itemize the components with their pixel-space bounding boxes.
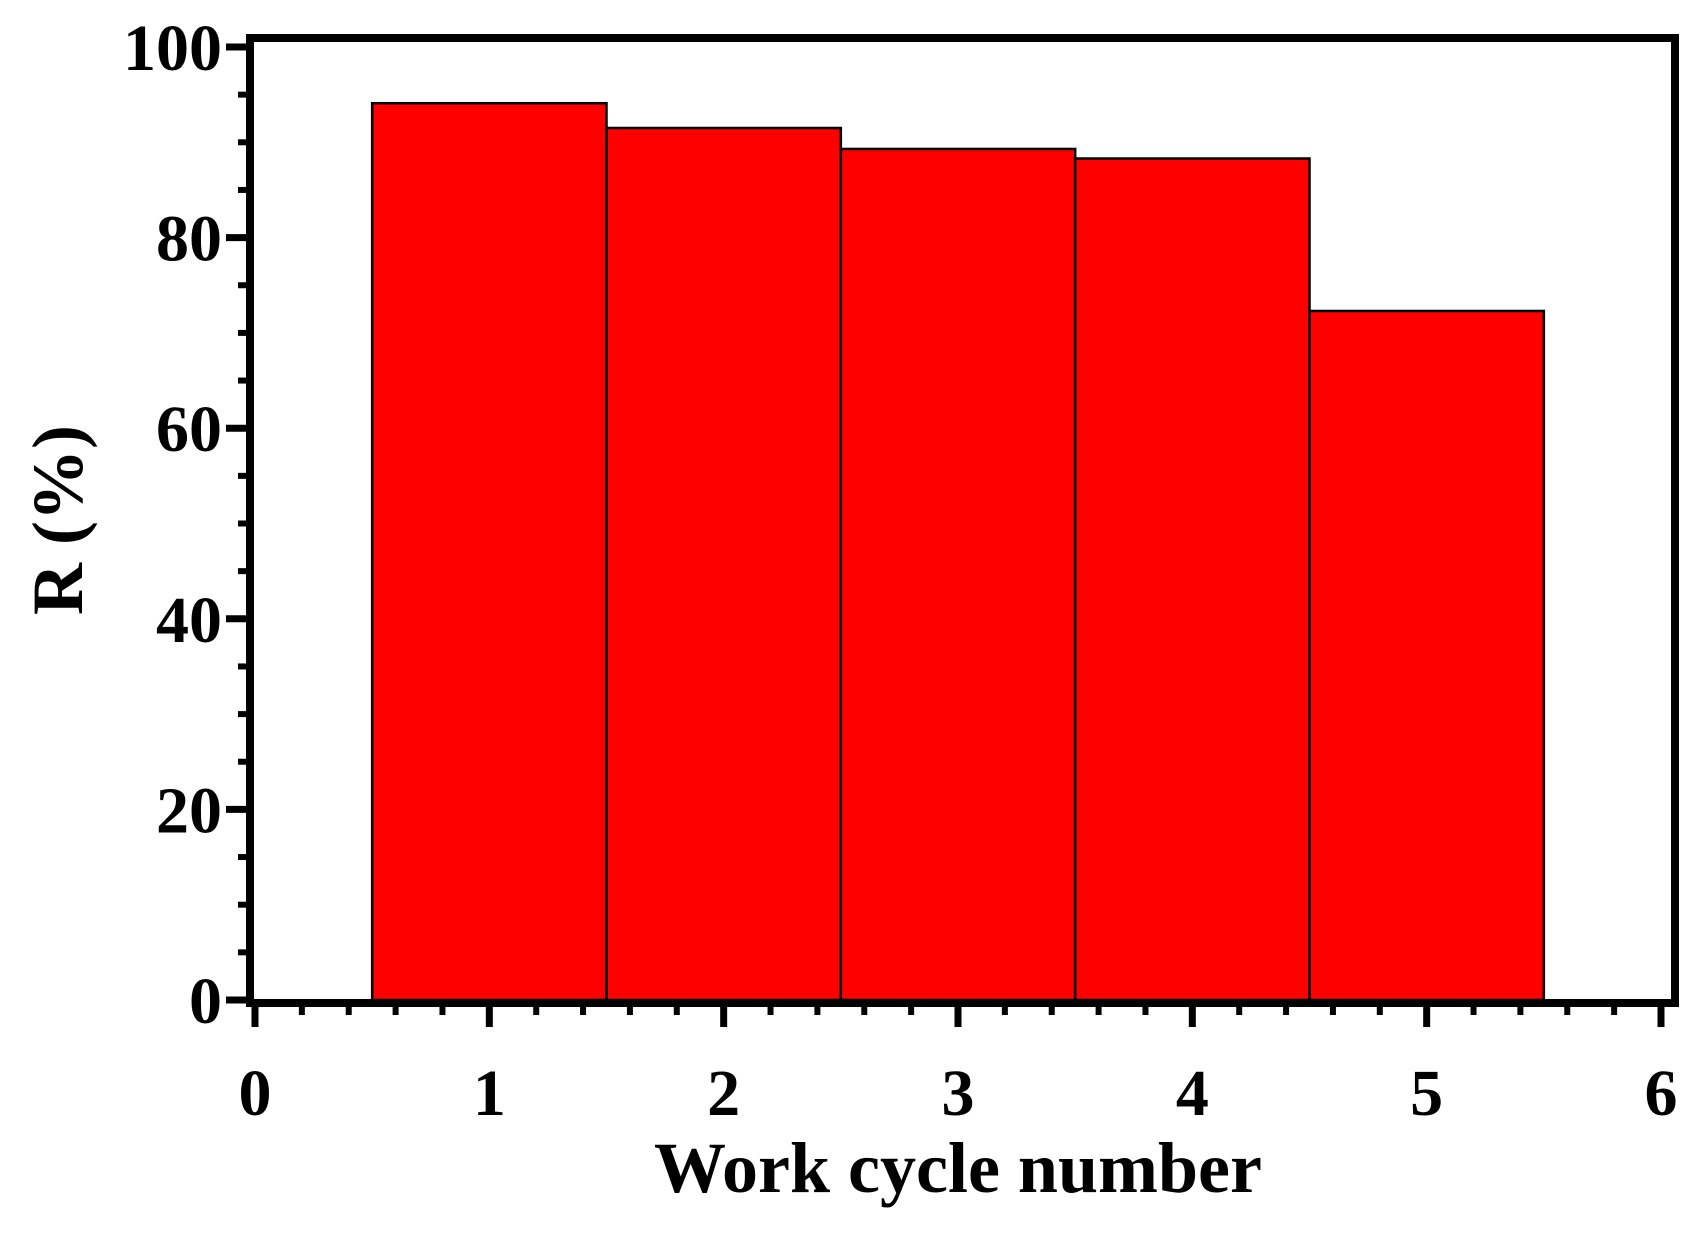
x-axis-label: Work cycle number — [654, 1128, 1262, 1208]
x-tick-label: 0 — [239, 1057, 272, 1130]
x-tick-label: 3 — [942, 1057, 975, 1130]
x-tick-label: 2 — [707, 1057, 740, 1130]
bar — [1073, 157, 1311, 1002]
x-tick-label: 4 — [1176, 1057, 1209, 1130]
bar — [370, 101, 608, 1002]
bar — [1308, 309, 1546, 1002]
y-tick-label: 80 — [156, 203, 222, 276]
y-tick-label: 20 — [156, 774, 222, 847]
y-tick-label: 60 — [156, 393, 222, 466]
x-tick-label: 5 — [1410, 1057, 1443, 1130]
y-tick-label: 0 — [189, 965, 222, 1038]
x-tick-label: 1 — [473, 1057, 506, 1130]
y-tick-label: 100 — [123, 12, 222, 85]
y-tick-label: 40 — [156, 584, 222, 657]
y-axis-label: R (%) — [18, 425, 98, 615]
bar — [839, 147, 1077, 1002]
x-tick-label: 6 — [1645, 1057, 1678, 1130]
bar — [605, 126, 843, 1002]
